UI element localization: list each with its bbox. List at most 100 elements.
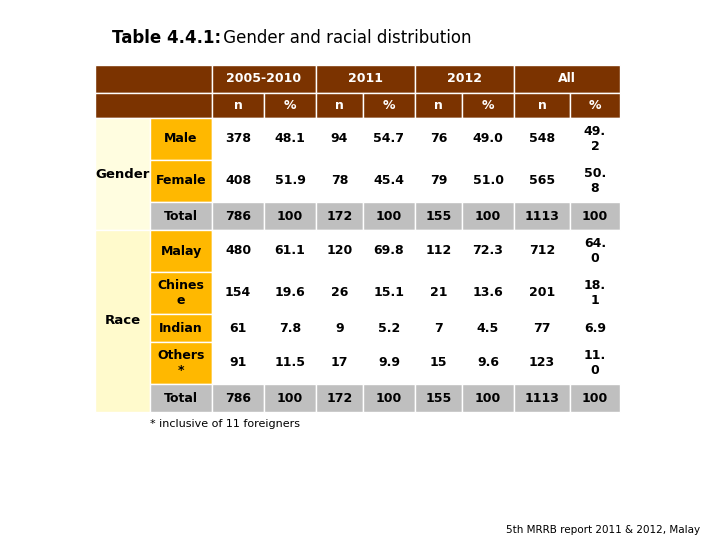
Text: 112: 112	[426, 245, 451, 258]
Text: n: n	[538, 99, 546, 112]
Bar	[363, 342, 415, 384]
Bar	[264, 230, 316, 272]
Bar	[363, 93, 415, 118]
Bar	[415, 384, 462, 412]
Text: 155: 155	[426, 210, 451, 222]
Bar	[316, 230, 363, 272]
Text: 11.
0: 11. 0	[584, 349, 606, 377]
Text: 100: 100	[376, 392, 402, 404]
Text: 72.3: 72.3	[472, 245, 503, 258]
Text: All: All	[558, 72, 576, 85]
Bar	[212, 272, 264, 314]
Text: %: %	[589, 99, 601, 112]
Text: 51.9: 51.9	[274, 174, 305, 187]
Bar	[514, 93, 570, 118]
Text: 19.6: 19.6	[274, 287, 305, 300]
Text: 94: 94	[330, 132, 348, 145]
Bar	[570, 342, 620, 384]
Bar	[462, 202, 514, 230]
Text: Malay: Malay	[161, 245, 202, 258]
Text: 61: 61	[229, 321, 247, 334]
Bar	[363, 314, 415, 342]
Text: n: n	[335, 99, 344, 112]
Text: 378: 378	[225, 132, 251, 145]
Bar	[264, 384, 316, 412]
Text: Others
*: Others *	[157, 349, 204, 377]
Text: 76: 76	[430, 132, 447, 145]
Text: 480: 480	[225, 245, 251, 258]
Bar	[212, 118, 264, 160]
Bar	[415, 202, 462, 230]
Text: 91: 91	[229, 356, 247, 369]
Bar	[514, 314, 570, 342]
Bar	[316, 160, 363, 202]
Text: 6.9: 6.9	[584, 321, 606, 334]
Bar	[316, 342, 363, 384]
Bar	[264, 314, 316, 342]
Bar	[150, 160, 212, 202]
Text: 100: 100	[582, 392, 608, 404]
Text: 1113: 1113	[525, 392, 559, 404]
Text: 565: 565	[529, 174, 555, 187]
Bar	[212, 65, 316, 93]
Text: 13.6: 13.6	[472, 287, 503, 300]
Text: 548: 548	[529, 132, 555, 145]
Bar	[212, 342, 264, 384]
Text: 5.2: 5.2	[378, 321, 400, 334]
Bar	[264, 272, 316, 314]
Bar	[264, 202, 316, 230]
Bar	[462, 272, 514, 314]
Text: 100: 100	[475, 392, 501, 404]
Bar	[316, 202, 363, 230]
Bar	[316, 118, 363, 160]
Text: 786: 786	[225, 392, 251, 404]
Bar	[462, 160, 514, 202]
Text: 15.1: 15.1	[374, 287, 405, 300]
Bar	[514, 384, 570, 412]
Bar	[514, 118, 570, 160]
Bar	[316, 65, 415, 93]
Bar	[212, 202, 264, 230]
Bar	[514, 272, 570, 314]
Text: 48.1: 48.1	[274, 132, 305, 145]
Text: * inclusive of 11 foreigners: * inclusive of 11 foreigners	[150, 419, 300, 429]
Text: 50.
8: 50. 8	[584, 167, 606, 195]
Bar	[95, 65, 212, 93]
Text: 4.5: 4.5	[477, 321, 499, 334]
Bar	[462, 314, 514, 342]
Text: 100: 100	[475, 210, 501, 222]
Text: 15: 15	[430, 356, 447, 369]
Bar	[514, 65, 620, 93]
Bar	[212, 384, 264, 412]
Bar	[462, 230, 514, 272]
Text: 9: 9	[336, 321, 344, 334]
Text: 1113: 1113	[525, 210, 559, 222]
Bar	[316, 93, 363, 118]
Bar	[363, 272, 415, 314]
Text: 7.8: 7.8	[279, 321, 301, 334]
Text: 2012: 2012	[447, 72, 482, 85]
Text: 21: 21	[430, 287, 447, 300]
Bar	[514, 230, 570, 272]
Text: 123: 123	[529, 356, 555, 369]
Text: n: n	[434, 99, 443, 112]
Text: 18.
1: 18. 1	[584, 279, 606, 307]
Bar	[415, 272, 462, 314]
Text: %: %	[284, 99, 296, 112]
Bar	[150, 384, 212, 412]
Text: 100: 100	[277, 392, 303, 404]
Bar	[415, 230, 462, 272]
Text: %: %	[383, 99, 395, 112]
Bar	[150, 230, 212, 272]
Text: 154: 154	[225, 287, 251, 300]
Bar	[363, 230, 415, 272]
Text: Female: Female	[156, 174, 207, 187]
Text: 172: 172	[326, 392, 353, 404]
Text: n: n	[233, 99, 243, 112]
Bar	[514, 342, 570, 384]
Text: 11.5: 11.5	[274, 356, 305, 369]
Bar	[415, 65, 514, 93]
Text: 2011: 2011	[348, 72, 383, 85]
Bar	[264, 118, 316, 160]
Bar	[212, 93, 264, 118]
